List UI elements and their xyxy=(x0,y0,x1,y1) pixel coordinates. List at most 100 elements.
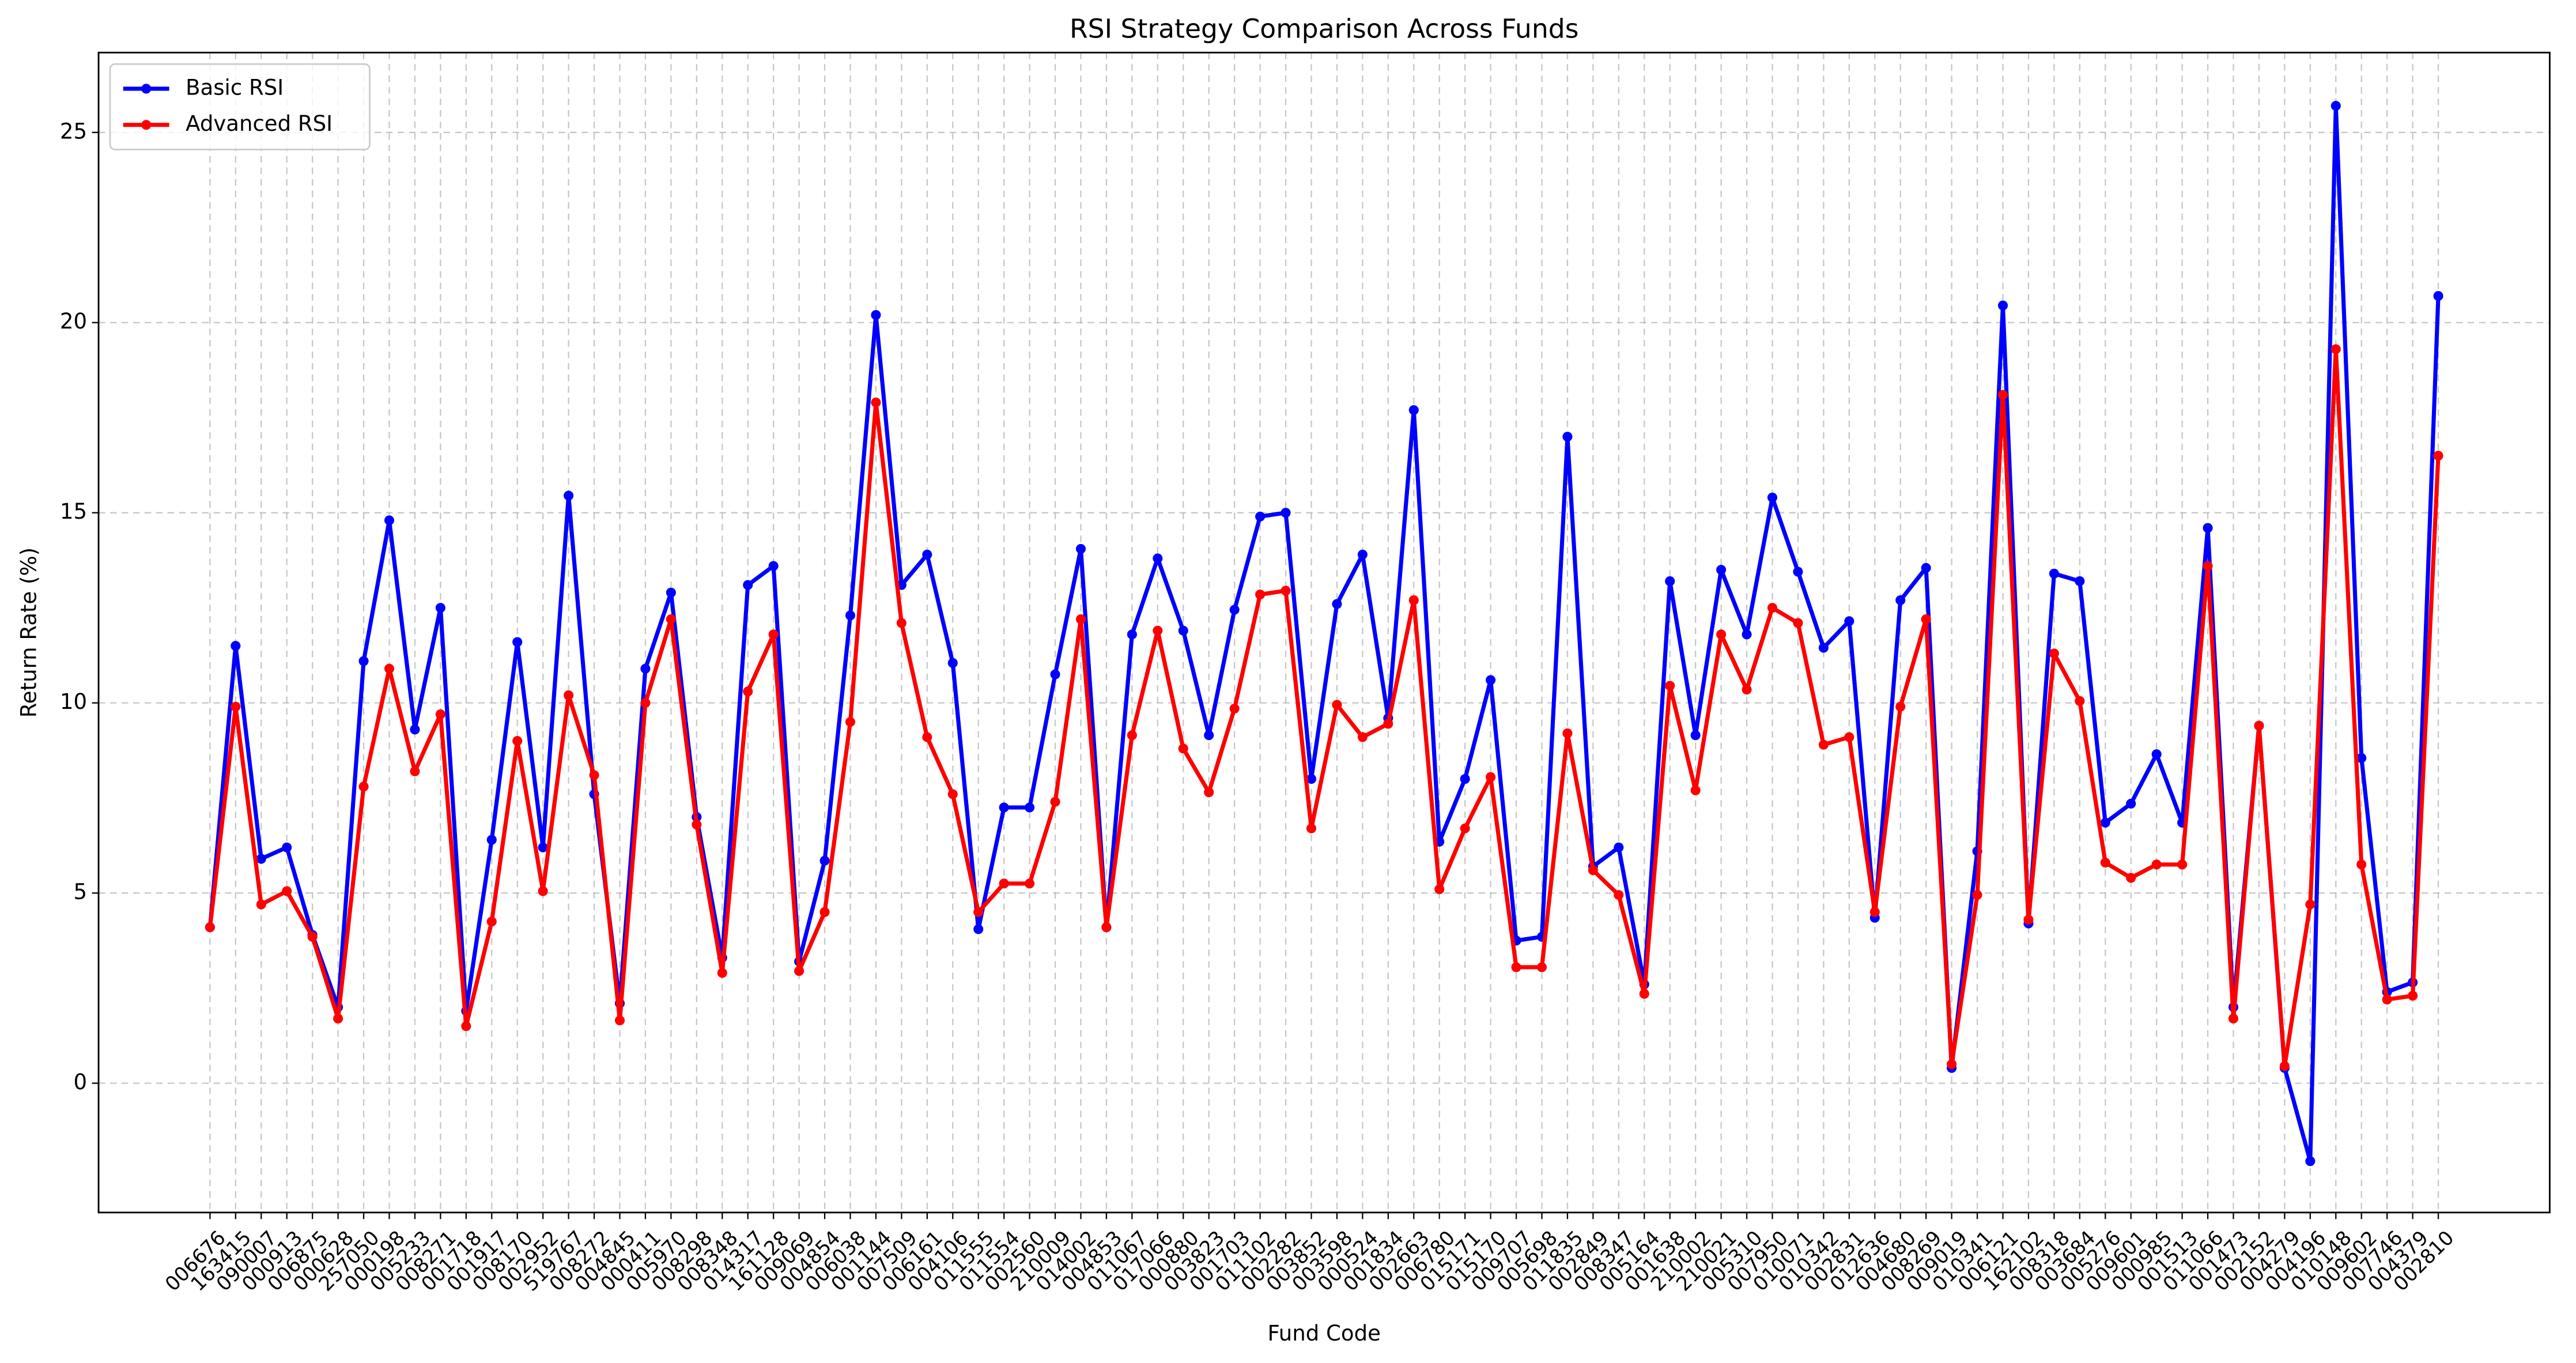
series-marker xyxy=(1127,730,1137,741)
series-marker xyxy=(384,515,395,526)
series-marker xyxy=(666,587,676,598)
y-tick-label: 5 xyxy=(74,879,88,904)
series-marker xyxy=(1716,629,1727,640)
plot-frame xyxy=(97,51,2551,1214)
series-marker xyxy=(358,781,369,792)
series-marker xyxy=(743,686,753,697)
series-marker xyxy=(589,770,599,780)
series-marker xyxy=(819,907,830,918)
series-marker xyxy=(1357,549,1368,560)
series-marker xyxy=(614,1015,625,1026)
series-marker xyxy=(231,641,241,651)
series-marker xyxy=(2356,753,2367,763)
series-marker xyxy=(2305,899,2316,909)
series-marker xyxy=(1742,629,1752,640)
series-marker xyxy=(2075,576,2085,587)
series-marker xyxy=(973,907,984,918)
series-marker xyxy=(1665,681,1675,691)
series-marker xyxy=(2049,568,2059,579)
series-marker xyxy=(1383,719,1393,729)
y-tick-label: 10 xyxy=(60,689,87,714)
series-marker xyxy=(1255,511,1266,522)
series-marker xyxy=(564,690,574,700)
series-marker xyxy=(1408,595,1419,606)
series-marker xyxy=(1921,562,1931,573)
series-marker xyxy=(794,966,804,976)
series-marker xyxy=(256,899,266,909)
legend-marker xyxy=(141,120,152,130)
series-marker xyxy=(512,637,523,647)
series-marker xyxy=(538,886,548,896)
y-tick-label: 25 xyxy=(60,119,87,144)
series-marker xyxy=(486,916,497,927)
series-marker xyxy=(1818,739,1829,750)
series-marker xyxy=(2177,859,2188,870)
series-marker xyxy=(768,561,779,571)
series-marker xyxy=(999,878,1009,889)
series-marker xyxy=(2382,994,2392,1005)
series-marker xyxy=(1332,599,1342,609)
series-marker xyxy=(1204,787,1214,798)
series-marker xyxy=(1562,432,1573,442)
series-marker xyxy=(486,835,497,845)
series-marker xyxy=(1281,586,1291,596)
series-marker xyxy=(1460,774,1470,784)
series-marker xyxy=(1229,605,1240,615)
series-marker xyxy=(2331,101,2341,111)
series-marker xyxy=(871,309,881,320)
series-marker xyxy=(1127,629,1137,640)
series-marker xyxy=(231,701,241,712)
series-marker xyxy=(845,717,856,727)
series-marker xyxy=(2075,696,2085,706)
series-marker xyxy=(1101,922,1112,932)
series-marker xyxy=(538,842,548,852)
series-marker xyxy=(358,656,369,666)
series-marker xyxy=(666,614,676,625)
series-marker xyxy=(2126,873,2136,883)
series-marker xyxy=(2433,451,2443,461)
series-marker xyxy=(256,854,266,864)
series-marker xyxy=(640,698,651,708)
series-marker xyxy=(2331,344,2341,354)
series-marker xyxy=(2100,817,2110,828)
y-tick-label: 0 xyxy=(74,1070,88,1094)
series-marker xyxy=(2254,720,2264,731)
series-marker xyxy=(2151,749,2162,760)
y-tick-label: 15 xyxy=(60,499,87,524)
series-marker xyxy=(2279,1061,2290,1071)
series-marker xyxy=(819,855,830,866)
series-marker xyxy=(1025,878,1035,889)
series-marker xyxy=(2023,915,2034,925)
legend-label: Advanced RSI xyxy=(186,111,333,136)
series-marker xyxy=(2408,991,2418,1001)
series-marker xyxy=(512,736,523,746)
series-marker xyxy=(845,610,856,621)
series-marker xyxy=(282,842,292,852)
series-marker xyxy=(333,1013,343,1024)
legend-box xyxy=(109,63,371,150)
series-marker xyxy=(435,603,445,613)
y-axis-label: Return Rate (%) xyxy=(17,548,41,718)
series-marker xyxy=(1306,774,1317,784)
series-marker xyxy=(307,931,318,942)
series-marker xyxy=(640,663,651,674)
series-marker xyxy=(973,924,984,934)
series-marker xyxy=(896,618,906,628)
series-marker xyxy=(922,732,932,742)
series-marker xyxy=(2100,858,2110,868)
series-marker xyxy=(947,658,958,668)
series-marker xyxy=(717,968,727,978)
series-marker xyxy=(1178,743,1188,754)
series-marker xyxy=(1947,1059,1957,1070)
series-marker xyxy=(1793,567,1803,577)
series-marker xyxy=(871,397,881,407)
series-marker xyxy=(1614,890,1624,900)
series-marker xyxy=(1742,684,1752,695)
series-marker xyxy=(1486,772,1496,782)
series-marker xyxy=(1793,618,1803,628)
series-marker xyxy=(768,629,779,640)
series-line xyxy=(207,347,2441,1068)
series-marker xyxy=(1997,300,2008,311)
series-marker xyxy=(2433,290,2443,301)
